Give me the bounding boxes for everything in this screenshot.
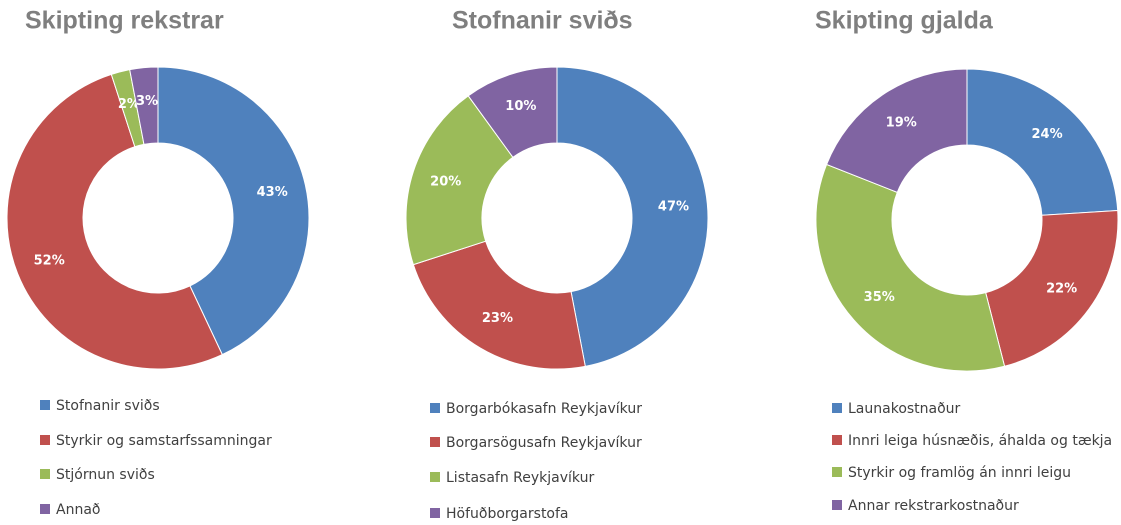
legend-label: Styrkir og samstarfssamningar [56,433,272,449]
donut-segment [157,66,310,356]
legend-swatch [832,403,842,413]
legend-swatch [430,508,440,518]
legend-label: Borgarbókasafn Reykjavíkur [446,401,642,417]
value-label: 52% [34,254,65,269]
legend-label: Annar rekstrarkostnaður [848,498,1019,514]
donut-segment [6,73,223,370]
legend-swatch [832,500,842,510]
legend-label: Annað [56,502,100,518]
donut-segment [467,66,558,159]
legend-label: Innri leiga húsnæðis, áhalda og tækja [848,433,1112,449]
value-label: 22% [1046,281,1077,296]
legend-label: Launakostnaður [848,401,961,417]
legend-swatch [40,504,50,514]
legend-label: Stofnanir sviðs [56,398,160,414]
legend-swatch [832,467,842,477]
donut-segment [815,163,1006,372]
donut-segment [405,95,514,266]
chart-title: Stofnanir sviðs [452,7,633,35]
legend-label: Stjórnun sviðs [56,467,155,483]
legend-label: Listasafn Reykjavíkur [446,470,594,486]
value-label: 35% [864,290,895,305]
legend-swatch [832,435,842,445]
legend-swatch [40,469,50,479]
value-label: 47% [658,199,689,214]
value-label: 20% [430,174,461,189]
donut-segment [966,68,1119,216]
donut-segment [556,66,709,367]
legend-swatch [430,403,440,413]
chart-title: Skipting gjalda [815,7,994,35]
legend-swatch [430,472,440,482]
donut-segment [825,68,968,194]
value-label: 3% [136,94,158,109]
value-label: 19% [886,116,917,131]
donut-segment [985,209,1119,367]
value-label: 43% [257,185,288,200]
value-label: 2% [118,97,140,112]
value-label: 23% [482,311,513,326]
donut-segment [129,66,159,145]
chart-title: Skipting rekstrar [25,7,224,35]
donut-segment [412,240,586,370]
value-label: 24% [1032,127,1063,142]
legend-swatch [430,437,440,447]
legend-swatch [40,400,50,410]
legend-label: Höfuðborgarstofa [446,506,569,522]
value-label: 10% [505,99,536,114]
legend-label: Styrkir og framlög án innri leigu [848,465,1071,481]
legend-swatch [40,435,50,445]
legend-label: Borgarsögusafn Reykjavíkur [446,435,642,451]
